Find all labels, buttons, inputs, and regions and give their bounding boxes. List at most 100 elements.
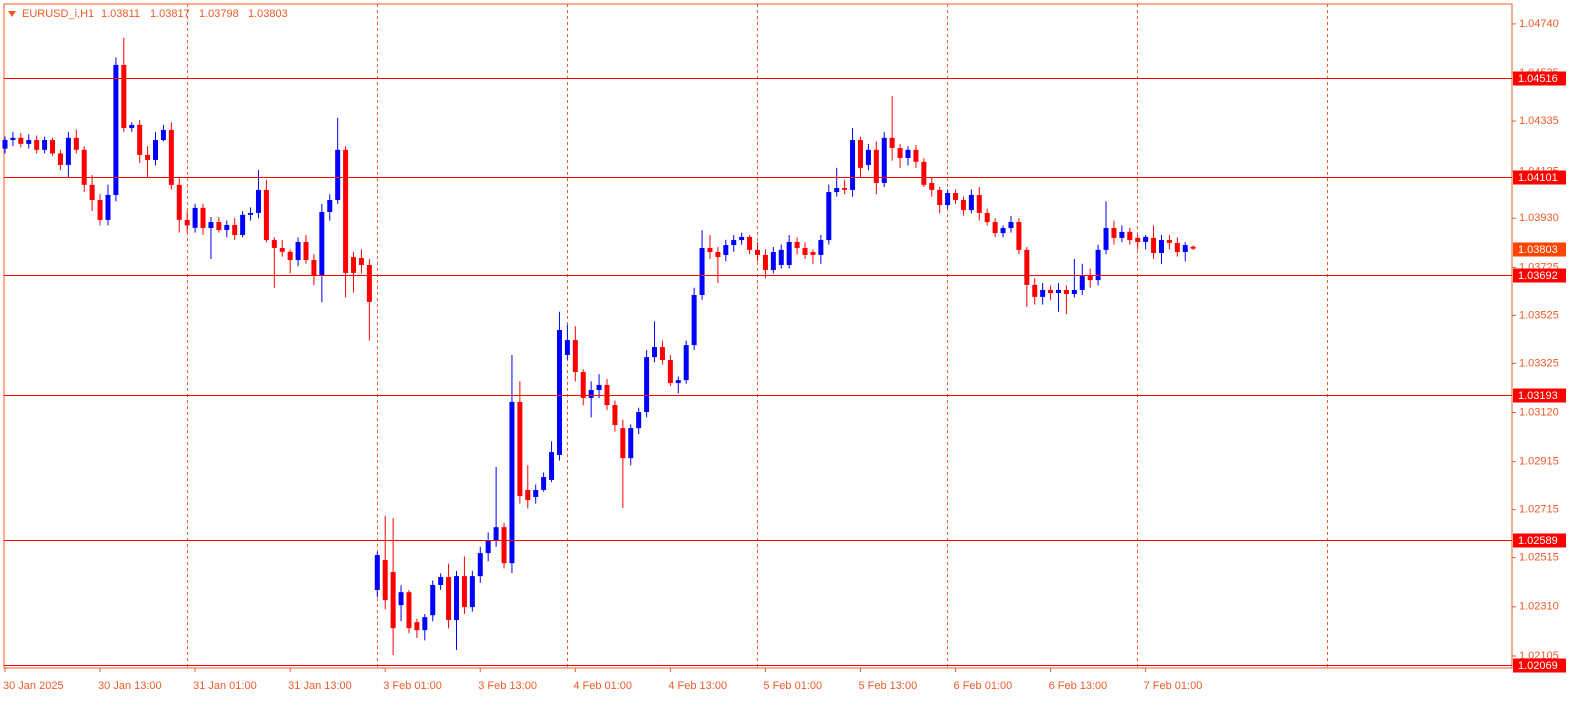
candle-body bbox=[1182, 245, 1188, 253]
candle-body bbox=[446, 577, 452, 621]
candle-body bbox=[953, 193, 959, 200]
y-tick-label: 1.02915 bbox=[1519, 456, 1559, 468]
x-tick-label: 4 Feb 13:00 bbox=[668, 680, 727, 692]
candle-body bbox=[897, 147, 903, 159]
candle-body bbox=[691, 294, 697, 346]
level-box bbox=[1513, 533, 1566, 548]
candle-body bbox=[18, 137, 24, 144]
candle-body bbox=[683, 345, 689, 381]
candle-body bbox=[509, 401, 515, 564]
candle-body bbox=[960, 199, 966, 211]
candle-body bbox=[145, 154, 151, 160]
candle-body bbox=[572, 340, 578, 372]
candle-body bbox=[26, 140, 32, 144]
candle-body bbox=[351, 257, 357, 273]
candle-body bbox=[319, 211, 325, 276]
candle-body bbox=[1016, 222, 1022, 250]
candle-body bbox=[50, 140, 56, 154]
candle-body bbox=[390, 572, 396, 629]
x-tick-label: 6 Feb 13:00 bbox=[1049, 680, 1108, 692]
candle-body bbox=[382, 560, 388, 601]
candle-body bbox=[366, 264, 372, 302]
candle-body bbox=[176, 184, 182, 220]
candle-body bbox=[1024, 249, 1030, 285]
candle-body bbox=[667, 359, 673, 384]
candle-body bbox=[454, 576, 459, 621]
candle-body bbox=[517, 401, 523, 497]
candle-body bbox=[1143, 236, 1149, 242]
candle-body bbox=[778, 249, 784, 265]
level-label: 1.04101 bbox=[1518, 172, 1558, 184]
candle-body bbox=[1087, 275, 1093, 281]
x-tick-label: 5 Feb 01:00 bbox=[763, 680, 822, 692]
candle-body bbox=[271, 240, 277, 248]
candle-body bbox=[279, 247, 285, 252]
current-price-label: 1.03803 bbox=[1518, 244, 1558, 256]
candle-body bbox=[73, 137, 79, 150]
title-high: 1.03817 bbox=[150, 8, 190, 20]
candle-body bbox=[1103, 228, 1109, 250]
candle-body bbox=[422, 617, 428, 631]
candle-body bbox=[1095, 249, 1101, 281]
candle-body bbox=[1127, 231, 1133, 241]
candle-body bbox=[34, 140, 40, 150]
candle-body bbox=[1000, 228, 1006, 234]
candle-body bbox=[232, 224, 238, 236]
candle-body bbox=[398, 592, 404, 606]
candle-body bbox=[755, 249, 760, 255]
candle-body bbox=[612, 405, 618, 425]
candle-body bbox=[1032, 284, 1038, 297]
candle-body bbox=[810, 252, 816, 255]
candle-body bbox=[414, 622, 420, 631]
candle-body bbox=[1056, 289, 1061, 294]
candle-body bbox=[438, 577, 444, 585]
candle-body bbox=[327, 199, 333, 212]
candle-body bbox=[216, 222, 222, 230]
candle-body bbox=[1071, 289, 1077, 295]
level-label: 1.04516 bbox=[1518, 73, 1558, 85]
candle-body bbox=[129, 124, 135, 129]
x-tick-label: 30 Jan 13:00 bbox=[98, 680, 162, 692]
candle-body bbox=[652, 347, 658, 358]
candle-body bbox=[153, 140, 158, 160]
y-tick-label: 1.03325 bbox=[1519, 357, 1559, 369]
candle-body bbox=[556, 330, 562, 455]
candle-body bbox=[739, 236, 745, 241]
x-tick-label: 3 Feb 01:00 bbox=[383, 680, 442, 692]
candle-body bbox=[1158, 240, 1164, 253]
candle-body bbox=[857, 140, 863, 168]
level-box bbox=[1513, 268, 1566, 283]
candle-body bbox=[57, 153, 63, 165]
candle-body bbox=[644, 357, 650, 413]
candle-body bbox=[121, 64, 127, 129]
collapse-arrow[interactable] bbox=[8, 11, 16, 17]
x-tick-label: 31 Jan 01:00 bbox=[193, 680, 257, 692]
candle-body bbox=[715, 252, 721, 258]
candle-body bbox=[501, 527, 507, 564]
x-tick-label: 6 Feb 01:00 bbox=[954, 680, 1013, 692]
candle-body bbox=[628, 428, 634, 459]
candle-body bbox=[303, 241, 309, 260]
current-price-box bbox=[1513, 242, 1566, 257]
candle-body bbox=[1135, 237, 1141, 242]
candle-body bbox=[850, 140, 856, 190]
candle-body bbox=[699, 247, 705, 295]
candle-body bbox=[184, 219, 190, 226]
level-box bbox=[1513, 71, 1566, 86]
symbol: EURUSD_i,H1 bbox=[22, 8, 94, 20]
title-open: 1.03811 bbox=[101, 8, 140, 20]
candle-body bbox=[873, 149, 879, 183]
candle-body bbox=[945, 193, 951, 206]
level-box bbox=[1513, 658, 1566, 673]
candle-body bbox=[976, 194, 982, 213]
y-tick-label: 1.04740 bbox=[1519, 18, 1559, 30]
candle-body bbox=[224, 224, 230, 230]
y-tick-label: 1.04335 bbox=[1519, 115, 1559, 127]
candle-body bbox=[477, 553, 483, 577]
level-label: 1.02589 bbox=[1518, 535, 1558, 547]
candle-body bbox=[905, 149, 911, 159]
candle-body bbox=[89, 184, 95, 200]
x-tick-label: 4 Feb 01:00 bbox=[573, 680, 632, 692]
candle-body bbox=[834, 187, 840, 193]
